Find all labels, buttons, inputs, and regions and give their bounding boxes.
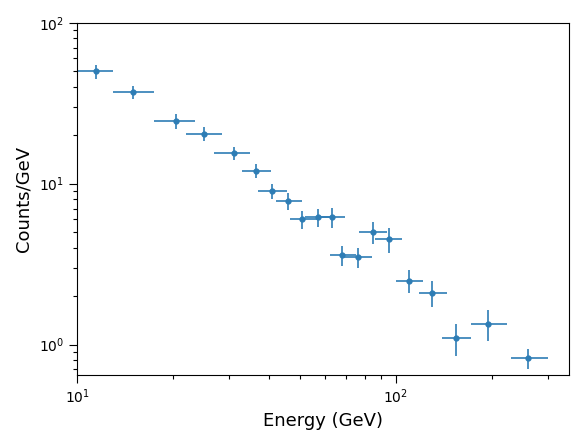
Y-axis label: Counts/GeV: Counts/GeV — [15, 146, 33, 252]
X-axis label: Energy (GeV): Energy (GeV) — [263, 412, 383, 430]
